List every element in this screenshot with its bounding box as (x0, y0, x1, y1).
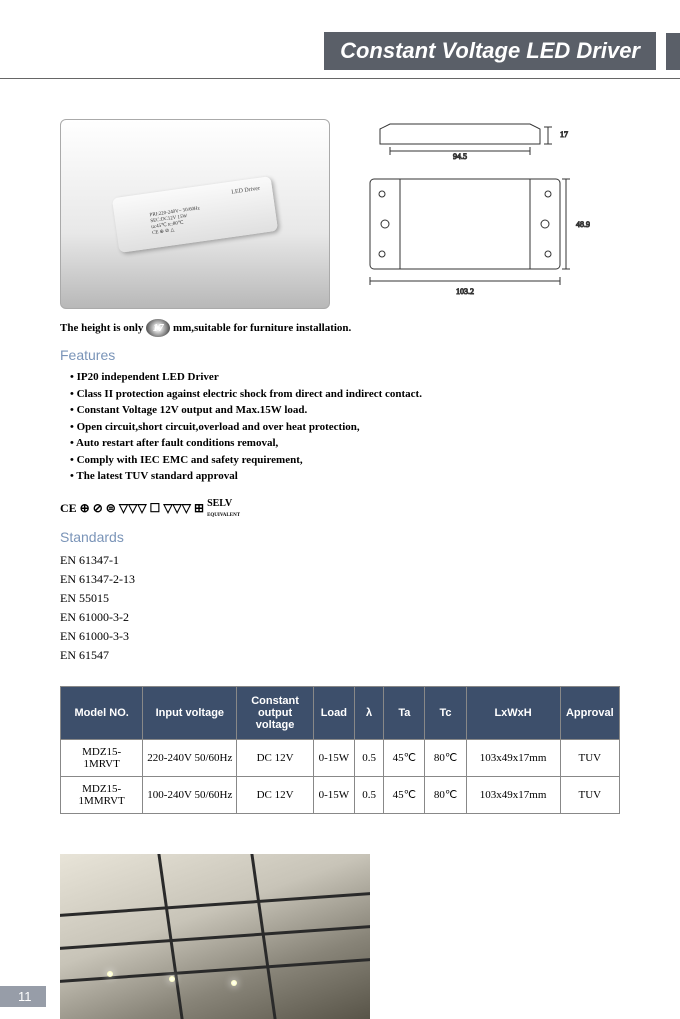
cell: DC 12V (237, 739, 313, 776)
col-header: Load (313, 686, 354, 739)
standards-heading: Standards (60, 529, 620, 545)
cell: 220-240V 50/60Hz (143, 739, 237, 776)
callout-suffix: mm,suitable for furniture installation. (173, 322, 351, 334)
table-header-row: Model NO. Input voltage Constant output … (61, 686, 620, 739)
product-photo: LED Driver PRI:220-240V~ 50/60HzSEC:DC12… (60, 119, 330, 309)
cell: MDZ15-1MRVT (61, 739, 143, 776)
cert-mark-icon: ☐ (150, 501, 161, 516)
standards-list: EN 61347-1 EN 61347-2-13 EN 55015 EN 610… (60, 551, 620, 666)
standard-item: EN 61000-3-3 (60, 627, 620, 646)
feature-item: Class II protection against electric sho… (70, 386, 620, 403)
content-area: LED Driver PRI:220-240V~ 50/60HzSEC:DC12… (0, 119, 680, 1019)
feature-item: IP20 independent LED Driver (70, 369, 620, 386)
cert-mark-icon: ▽▽▽ (119, 501, 147, 516)
standard-item: EN 61547 (60, 646, 620, 665)
col-header: Input voltage (143, 686, 237, 739)
cell: 80℃ (425, 739, 466, 776)
cert-marks-row: CE ⊕ ⊘ ⊜ ▽▽▽ ☐ ▽▽▽ ⊞ SELVEQUIVALENT (60, 499, 620, 519)
cell: TUV (560, 776, 619, 813)
feature-item: Auto restart after fault conditions remo… (70, 435, 620, 452)
dim-bottom-width: 103.2 (456, 287, 474, 296)
cert-mark-icon: ⊕ (80, 501, 90, 516)
col-header: Tc (425, 686, 466, 739)
selv-label: SELVEQUIVALENT (207, 499, 240, 519)
dim-top-width: 94.5 (453, 152, 467, 161)
divider (0, 78, 680, 79)
col-header: LxWxH (466, 686, 560, 739)
cell: 0-15W (313, 776, 354, 813)
cell: 0.5 (354, 739, 383, 776)
feature-item: Open circuit,short circuit,overload and … (70, 419, 620, 436)
cert-mark-icon: ▽▽▽ (163, 501, 191, 516)
cell: 80℃ (425, 776, 466, 813)
features-heading: Features (60, 347, 620, 363)
col-header: Approval (560, 686, 619, 739)
callout-value-badge: 17 (146, 319, 170, 337)
feature-item: The latest TUV standard approval (70, 468, 620, 485)
driver-spec-text: PRI:220-240V~ 50/60HzSEC:DC12V 15Wta:45℃… (149, 206, 202, 237)
feature-item: Constant Voltage 12V output and Max.15W … (70, 402, 620, 419)
feature-item: Comply with IEC EMC and safety requireme… (70, 452, 620, 469)
cell: 45℃ (384, 739, 425, 776)
dim-side-height: 48.9 (576, 220, 590, 229)
cell: TUV (560, 739, 619, 776)
driver-device: LED Driver PRI:220-240V~ 50/60HzSEC:DC12… (112, 176, 278, 253)
callout-prefix: The height is only (60, 322, 143, 334)
cell: 103x49x17mm (466, 776, 560, 813)
standard-item: EN 61347-2-13 (60, 570, 620, 589)
cell: 45℃ (384, 776, 425, 813)
col-header: λ (354, 686, 383, 739)
cell: 103x49x17mm (466, 739, 560, 776)
col-header: Ta (384, 686, 425, 739)
page: Constant Voltage LED Driver LED Driver P… (0, 0, 680, 1019)
standard-item: EN 55015 (60, 589, 620, 608)
ce-mark-icon: CE (60, 501, 77, 516)
cell: DC 12V (237, 776, 313, 813)
drawing-svg: 94.5 17 48.9 103.2 (360, 119, 590, 309)
cert-mark-icon: ⊜ (106, 501, 116, 516)
table-row: MDZ15-1MMRVT 100-240V 50/60Hz DC 12V 0-1… (61, 776, 620, 813)
driver-label: LED Driver (231, 185, 260, 195)
cell: 0-15W (313, 739, 354, 776)
title-bar: Constant Voltage LED Driver (0, 0, 680, 78)
cell: MDZ15-1MMRVT (61, 776, 143, 813)
images-row: LED Driver PRI:220-240V~ 50/60HzSEC:DC12… (60, 119, 620, 309)
title-accent (666, 33, 680, 70)
col-header: Constant output voltage (237, 686, 313, 739)
table-row: MDZ15-1MRVT 220-240V 50/60Hz DC 12V 0-15… (61, 739, 620, 776)
height-callout: The height is only 17 mm,suitable for fu… (60, 319, 620, 337)
technical-drawing: 94.5 17 48.9 103.2 (360, 119, 590, 309)
spec-table: Model NO. Input voltage Constant output … (60, 686, 620, 814)
application-photo (60, 854, 370, 1019)
cell: 100-240V 50/60Hz (143, 776, 237, 813)
cert-mark-icon: ⊘ (93, 501, 103, 516)
col-header: Model NO. (61, 686, 143, 739)
cert-mark-icon: ⊞ (194, 501, 204, 516)
page-title: Constant Voltage LED Driver (324, 32, 656, 70)
standard-item: EN 61000-3-2 (60, 608, 620, 627)
dim-top-height: 17 (560, 130, 568, 139)
standard-item: EN 61347-1 (60, 551, 620, 570)
cell: 0.5 (354, 776, 383, 813)
page-number: 11 (0, 986, 46, 1007)
features-list: IP20 independent LED Driver Class II pro… (60, 369, 620, 485)
